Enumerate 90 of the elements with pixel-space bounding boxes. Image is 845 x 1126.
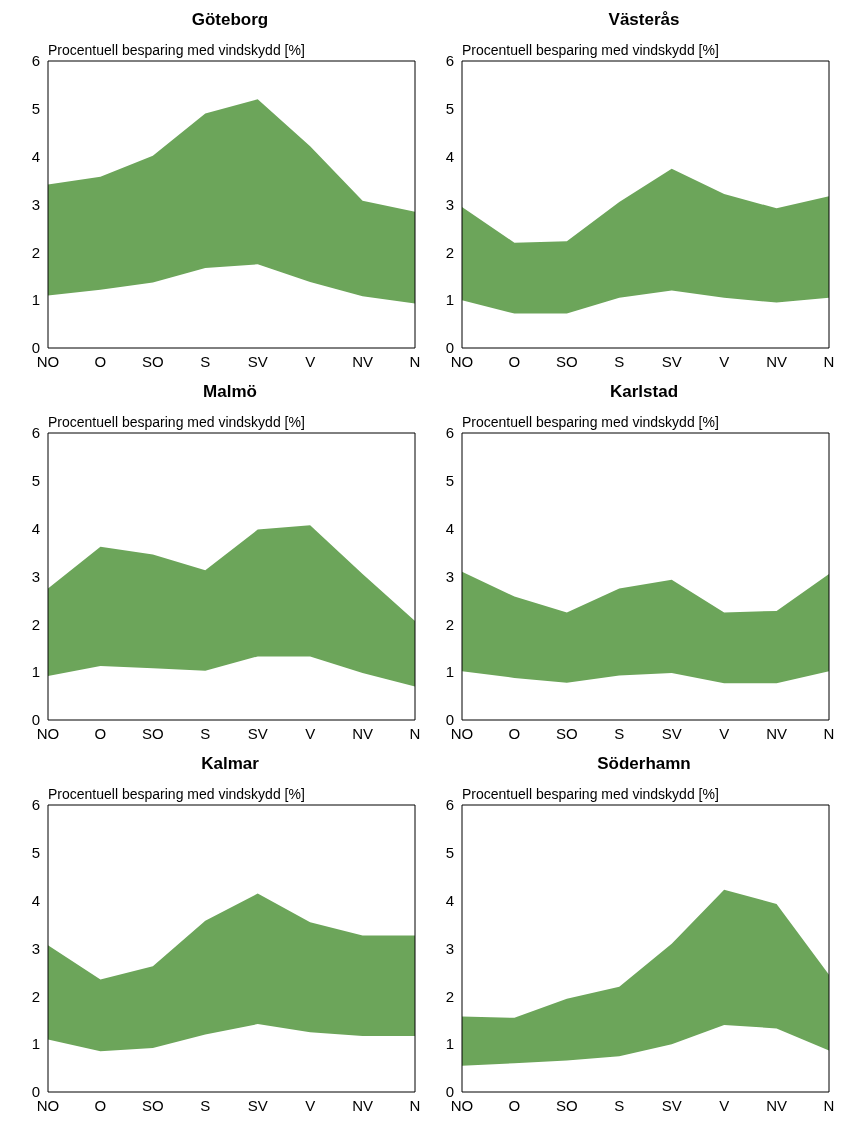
x-tick-label: N bbox=[409, 1096, 421, 1114]
y-axis-title: Procentuell besparing med vindskydd [%] bbox=[48, 786, 305, 802]
y-tick-label: 4 bbox=[445, 891, 454, 909]
x-tick-label: N bbox=[409, 352, 421, 370]
x-tick-label: SO bbox=[142, 1096, 164, 1114]
y-tick-label: 5 bbox=[445, 100, 454, 118]
y-axis-title: Procentuell besparing med vindskydd [%] bbox=[48, 42, 305, 58]
x-tick-label: NV bbox=[766, 1096, 787, 1114]
x-tick-label: V bbox=[719, 1096, 730, 1114]
y-tick-label: 3 bbox=[445, 195, 454, 213]
x-tick-label: S bbox=[614, 352, 625, 370]
y-axis-title: Procentuell besparing med vindskydd [%] bbox=[462, 414, 719, 430]
x-tick-label: SO bbox=[556, 1096, 578, 1114]
x-tick-label: N bbox=[823, 1096, 835, 1114]
y-axis-title: Procentuell besparing med vindskydd [%] bbox=[462, 42, 719, 58]
x-tick-label: SV bbox=[661, 724, 682, 742]
x-tick-label: S bbox=[200, 352, 211, 370]
y-tick-label: 1 bbox=[445, 1035, 454, 1053]
x-tick-label: SV bbox=[661, 1096, 682, 1114]
y-tick-label: 2 bbox=[445, 615, 454, 633]
x-tick-label: N bbox=[823, 352, 835, 370]
x-tick-label: SV bbox=[247, 724, 268, 742]
y-tick-label: 2 bbox=[445, 987, 454, 1005]
x-tick-label: S bbox=[614, 1096, 625, 1114]
x-tick-label: SV bbox=[247, 352, 268, 370]
y-tick-label: 1 bbox=[445, 663, 454, 681]
y-tick-label: 2 bbox=[31, 615, 40, 633]
x-tick-label: N bbox=[823, 724, 835, 742]
x-tick-label: V bbox=[305, 1096, 316, 1114]
y-tick-label: 2 bbox=[31, 243, 40, 261]
y-tick-label: 4 bbox=[445, 147, 454, 165]
x-tick-label: O bbox=[94, 724, 107, 742]
x-tick-label: SO bbox=[142, 724, 164, 742]
y-tick-label: 1 bbox=[31, 1035, 40, 1053]
y-tick-label: 6 bbox=[31, 52, 40, 70]
y-tick-label: 6 bbox=[445, 52, 454, 70]
y-tick-label: 6 bbox=[445, 796, 454, 814]
y-tick-label: 3 bbox=[445, 567, 454, 585]
y-tick-label: 3 bbox=[31, 195, 40, 213]
x-tick-label: O bbox=[94, 1096, 107, 1114]
y-tick-label: 5 bbox=[445, 844, 454, 862]
y-tick-label: 1 bbox=[445, 291, 454, 309]
x-tick-label: O bbox=[94, 352, 107, 370]
x-tick-label: S bbox=[200, 724, 211, 742]
chart-title: Malmö bbox=[202, 381, 258, 403]
y-tick-label: 5 bbox=[31, 472, 40, 490]
x-tick-label: NV bbox=[766, 352, 787, 370]
x-tick-label: O bbox=[508, 724, 521, 742]
x-tick-label: O bbox=[508, 1096, 521, 1114]
x-tick-label: V bbox=[305, 352, 316, 370]
x-tick-label: NV bbox=[352, 1096, 373, 1114]
x-tick-label: SO bbox=[556, 724, 578, 742]
y-tick-label: 3 bbox=[445, 939, 454, 957]
y-tick-label: 3 bbox=[31, 939, 40, 957]
y-tick-label: 2 bbox=[31, 987, 40, 1005]
x-tick-label: NV bbox=[352, 352, 373, 370]
y-tick-label: 4 bbox=[31, 891, 40, 909]
x-tick-label: S bbox=[614, 724, 625, 742]
y-tick-label: 5 bbox=[445, 472, 454, 490]
chart-title: Söderhamn bbox=[596, 753, 692, 775]
x-tick-label: NV bbox=[766, 724, 787, 742]
y-axis-title: Procentuell besparing med vindskydd [%] bbox=[48, 414, 305, 430]
chart-title: Karlstad bbox=[609, 381, 679, 403]
y-tick-label: 4 bbox=[31, 147, 40, 165]
x-tick-label: V bbox=[719, 352, 730, 370]
y-tick-label: 6 bbox=[31, 424, 40, 442]
x-tick-label: NV bbox=[352, 724, 373, 742]
x-tick-label: SV bbox=[247, 1096, 268, 1114]
y-tick-label: 3 bbox=[31, 567, 40, 585]
x-tick-label: S bbox=[200, 1096, 211, 1114]
y-tick-label: 6 bbox=[31, 796, 40, 814]
chart-title: Göteborg bbox=[190, 9, 270, 31]
x-tick-label: O bbox=[508, 352, 521, 370]
y-tick-label: 4 bbox=[31, 519, 40, 537]
y-tick-label: 5 bbox=[31, 844, 40, 862]
x-tick-label: SV bbox=[661, 352, 682, 370]
x-tick-label: SO bbox=[556, 352, 578, 370]
chart-title: Västerås bbox=[607, 9, 681, 31]
y-tick-label: 4 bbox=[445, 519, 454, 537]
y-tick-label: 2 bbox=[445, 243, 454, 261]
x-tick-label: V bbox=[305, 724, 316, 742]
chart-title: Kalmar bbox=[200, 753, 260, 775]
y-tick-label: 6 bbox=[445, 424, 454, 442]
x-tick-label: V bbox=[719, 724, 730, 742]
y-tick-label: 1 bbox=[31, 291, 40, 309]
x-tick-label: SO bbox=[142, 352, 164, 370]
x-tick-label: N bbox=[409, 724, 421, 742]
y-tick-label: 1 bbox=[31, 663, 40, 681]
y-axis-title: Procentuell besparing med vindskydd [%] bbox=[462, 786, 719, 802]
y-tick-label: 5 bbox=[31, 100, 40, 118]
